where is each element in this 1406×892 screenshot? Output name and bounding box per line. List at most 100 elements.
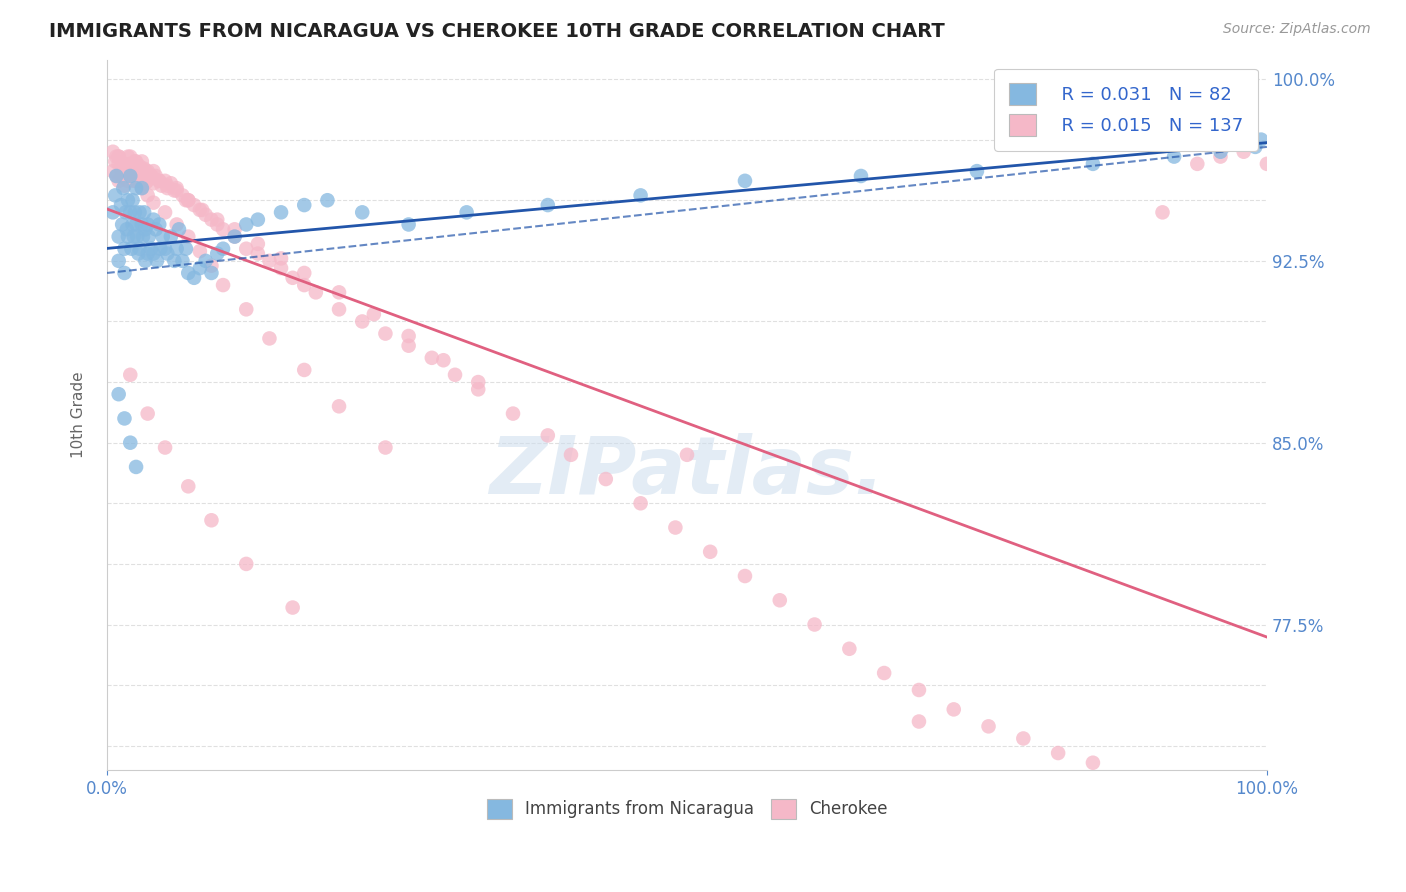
Point bbox=[117, 150, 139, 164]
Point bbox=[114, 169, 136, 183]
Point bbox=[166, 242, 188, 256]
Point bbox=[146, 253, 169, 268]
Point bbox=[194, 253, 217, 268]
Point bbox=[1187, 157, 1209, 171]
Point bbox=[114, 178, 136, 193]
Point bbox=[122, 229, 145, 244]
Point bbox=[152, 229, 174, 244]
Point bbox=[153, 441, 176, 455]
Point bbox=[188, 261, 211, 276]
Point bbox=[145, 222, 167, 236]
Point bbox=[374, 441, 396, 455]
Point bbox=[803, 617, 825, 632]
Point bbox=[502, 407, 524, 421]
Legend: Immigrants from Nicaragua, Cherokee: Immigrants from Nicaragua, Cherokee bbox=[479, 792, 894, 826]
Point bbox=[630, 496, 652, 510]
Point bbox=[104, 154, 127, 169]
Point bbox=[292, 266, 315, 280]
Point bbox=[374, 326, 396, 341]
Point bbox=[200, 212, 222, 227]
Point bbox=[101, 145, 124, 159]
Point bbox=[908, 714, 931, 729]
Point bbox=[467, 382, 489, 396]
Point bbox=[177, 229, 200, 244]
Point bbox=[136, 188, 159, 202]
Point bbox=[101, 205, 124, 219]
Point bbox=[125, 459, 148, 474]
Point bbox=[166, 181, 188, 195]
Point bbox=[188, 244, 211, 259]
Point bbox=[136, 246, 159, 260]
Point bbox=[246, 236, 269, 251]
Point bbox=[1233, 145, 1256, 159]
Point bbox=[769, 593, 792, 607]
Point bbox=[121, 161, 143, 176]
Point bbox=[352, 205, 374, 219]
Point bbox=[537, 198, 560, 212]
Point bbox=[128, 174, 150, 188]
Point bbox=[114, 157, 136, 171]
Point bbox=[467, 375, 489, 389]
Point bbox=[1047, 746, 1070, 760]
Point bbox=[101, 164, 124, 178]
Point bbox=[977, 719, 1000, 733]
Point bbox=[107, 150, 129, 164]
Point bbox=[183, 198, 205, 212]
Point bbox=[148, 174, 170, 188]
Point bbox=[136, 174, 159, 188]
Point bbox=[120, 242, 142, 256]
Point bbox=[107, 150, 129, 164]
Point bbox=[127, 161, 149, 176]
Point bbox=[115, 161, 138, 176]
Point bbox=[142, 195, 165, 210]
Point bbox=[207, 246, 229, 260]
Point bbox=[328, 302, 350, 317]
Point bbox=[134, 164, 156, 178]
Point bbox=[172, 188, 194, 202]
Point bbox=[942, 702, 965, 716]
Point bbox=[107, 253, 129, 268]
Point bbox=[194, 208, 217, 222]
Point bbox=[873, 666, 896, 681]
Point bbox=[114, 242, 136, 256]
Point bbox=[136, 218, 159, 232]
Point bbox=[110, 198, 132, 212]
Point bbox=[107, 229, 129, 244]
Point bbox=[177, 193, 200, 207]
Point bbox=[1244, 140, 1267, 154]
Point bbox=[122, 174, 145, 188]
Point bbox=[224, 222, 246, 236]
Point bbox=[121, 193, 143, 207]
Point bbox=[664, 520, 686, 534]
Point bbox=[153, 174, 176, 188]
Point bbox=[167, 222, 190, 236]
Point bbox=[105, 169, 128, 183]
Point bbox=[142, 212, 165, 227]
Point bbox=[142, 176, 165, 190]
Point bbox=[136, 164, 159, 178]
Point bbox=[172, 253, 194, 268]
Point bbox=[235, 302, 257, 317]
Point bbox=[114, 157, 136, 171]
Point bbox=[153, 205, 176, 219]
Point bbox=[246, 212, 269, 227]
Point bbox=[966, 164, 988, 178]
Point bbox=[141, 242, 163, 256]
Point bbox=[676, 448, 699, 462]
Point bbox=[292, 363, 315, 377]
Point bbox=[270, 261, 292, 276]
Point bbox=[125, 218, 148, 232]
Point bbox=[142, 164, 165, 178]
Point bbox=[114, 205, 136, 219]
Point bbox=[224, 229, 246, 244]
Point bbox=[110, 159, 132, 173]
Point bbox=[235, 557, 257, 571]
Point bbox=[1116, 770, 1139, 784]
Point bbox=[138, 229, 160, 244]
Point bbox=[177, 193, 200, 207]
Point bbox=[128, 242, 150, 256]
Point bbox=[125, 171, 148, 186]
Point bbox=[124, 154, 146, 169]
Point bbox=[120, 150, 142, 164]
Point bbox=[183, 270, 205, 285]
